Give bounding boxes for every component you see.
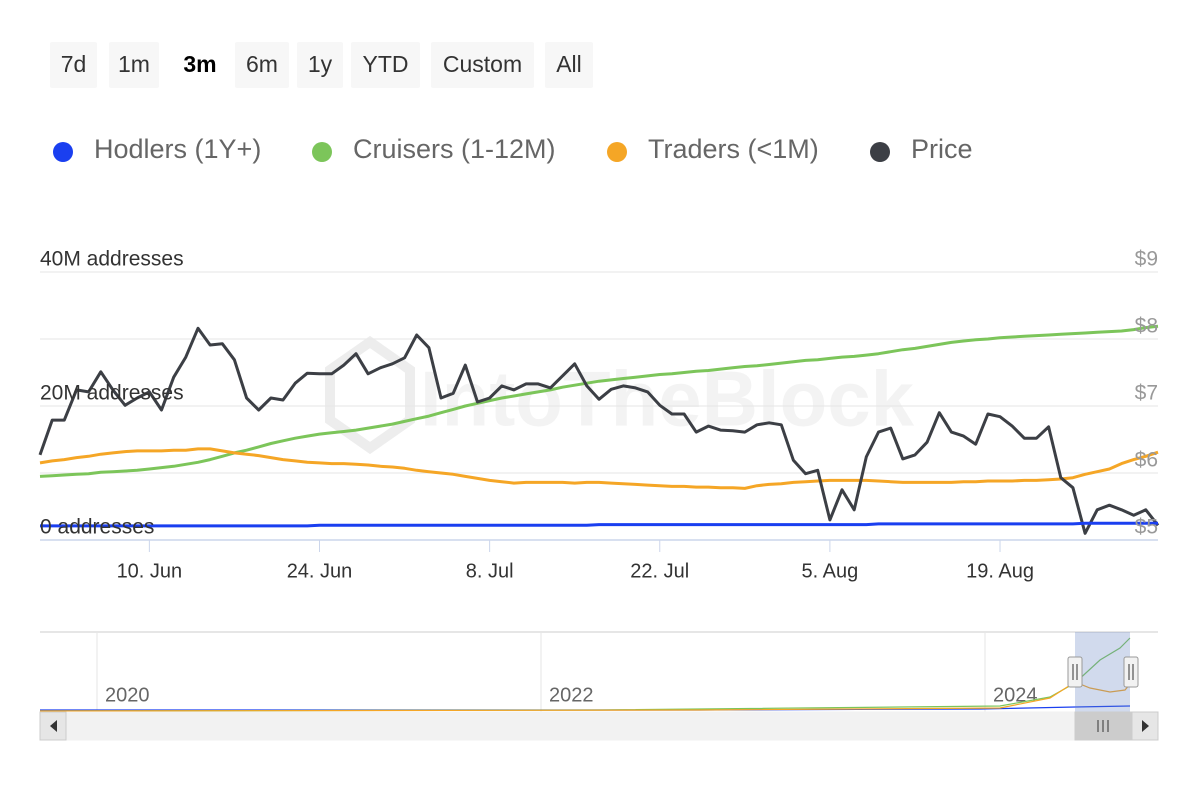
range-button-label: All	[556, 51, 582, 77]
legend-label[interactable]: Hodlers (1Y+)	[94, 134, 261, 164]
range-button[interactable]	[545, 42, 593, 88]
range-button-label: 1m	[118, 51, 150, 77]
y-tick-label: 20M addresses	[40, 382, 184, 405]
range-button[interactable]	[235, 42, 289, 88]
navigator-label: 2022	[549, 684, 594, 706]
legend-label[interactable]: Price	[911, 134, 973, 164]
navigator-mask[interactable]	[1075, 632, 1130, 712]
x-tick-label: 5. Aug	[802, 560, 859, 582]
legend-marker[interactable]	[870, 142, 890, 162]
range-button[interactable]	[297, 42, 343, 88]
navigator: 2020 2022 2024	[39, 631, 1159, 741]
range-button[interactable]	[172, 42, 228, 88]
x-tick-label: 19. Aug	[966, 560, 1034, 582]
x-tick-label: 22. Jul	[630, 560, 689, 582]
legend-marker[interactable]	[607, 142, 627, 162]
handle-grip	[1072, 664, 1078, 680]
navigator-label: 2020	[105, 684, 150, 706]
navigator-line	[39, 637, 1131, 712]
y2-tick-label: $7	[1135, 382, 1158, 405]
legend-marker[interactable]	[312, 142, 332, 162]
navigator-handle[interactable]	[1123, 656, 1139, 688]
range-button-label: 6m	[246, 51, 278, 77]
series-line	[38, 326, 1160, 535]
legend-label[interactable]: Traders (<1M)	[648, 134, 819, 164]
series-line	[39, 447, 1159, 490]
y-tick-label: 40M addresses	[40, 248, 184, 271]
range-button-label: 7d	[61, 51, 87, 77]
range-button-label: Custom	[443, 51, 522, 77]
range-button[interactable]	[50, 42, 97, 88]
x-tick-label: 10. Jun	[117, 560, 183, 582]
legend-marker[interactable]	[53, 142, 73, 162]
handle-grip	[1128, 664, 1134, 680]
thumb-grip	[1097, 720, 1109, 732]
legend-label[interactable]: Cruisers (1-12M)	[353, 134, 556, 164]
y-tick-label: 0 addresses	[40, 516, 154, 539]
range-button[interactable]	[351, 42, 420, 88]
range-button[interactable]	[431, 42, 534, 88]
arrow-left	[50, 720, 57, 732]
series-line	[39, 324, 1159, 478]
y2-tick-label: $9	[1135, 248, 1158, 271]
navigator-handle[interactable]	[1067, 656, 1083, 688]
arrow-right	[1142, 720, 1149, 732]
series-line	[40, 521, 1158, 528]
range-button[interactable]	[109, 42, 159, 88]
range-button-label: 1y	[308, 51, 333, 77]
range-button-label: 3m	[183, 51, 216, 77]
range-button-label: YTD	[363, 51, 409, 77]
y2-tick-label: $8	[1135, 315, 1158, 338]
y2-tick-label: $6	[1135, 449, 1158, 472]
scrollbar-track[interactable]	[39, 711, 1159, 741]
x-tick-label: 8. Jul	[466, 560, 514, 582]
y2-tick-label: $5	[1135, 516, 1158, 539]
x-tick-label: 24. Jun	[287, 560, 353, 582]
